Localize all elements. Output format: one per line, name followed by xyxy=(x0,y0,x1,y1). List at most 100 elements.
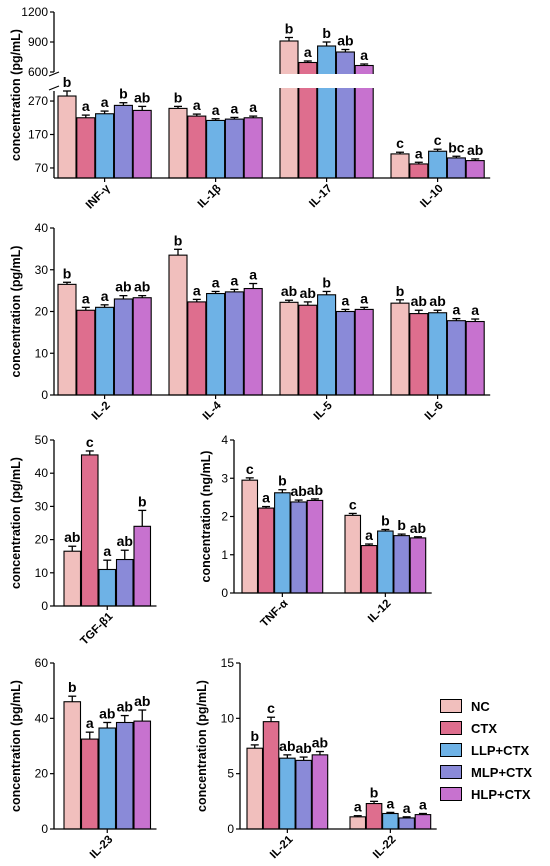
bar xyxy=(398,817,415,830)
significance-letter: bc xyxy=(448,139,465,155)
y-tick-label: 10 xyxy=(35,346,49,360)
significance-letter: c xyxy=(86,434,94,450)
y-tick-label: 15 xyxy=(221,656,235,670)
significance-letter: b xyxy=(278,473,287,489)
bar xyxy=(98,727,117,830)
y-tick-label: 20 xyxy=(35,767,49,781)
bar xyxy=(246,747,264,830)
legend-swatch xyxy=(440,743,462,757)
bar xyxy=(290,501,307,594)
bar xyxy=(262,721,280,830)
significance-letter: c xyxy=(434,132,442,148)
significance-letter: a xyxy=(365,527,373,543)
bar xyxy=(115,721,134,830)
bar xyxy=(317,294,337,396)
chart-panel xyxy=(50,662,157,833)
legend-item: HLP+CTX xyxy=(440,783,548,805)
y-axis-label: concentration (ng/mL) xyxy=(199,451,213,583)
legend-label: LLP+CTX xyxy=(471,742,530,758)
y-tick-label: 0 xyxy=(41,822,48,836)
legend-item: CTX xyxy=(440,717,548,739)
significance-letter: a xyxy=(86,715,94,731)
significance-letter: a xyxy=(231,100,239,116)
significance-letter: a xyxy=(354,799,362,815)
bar xyxy=(365,802,383,830)
y-tick-label: 0 xyxy=(221,586,228,600)
x-tick-label: TGF-β1 xyxy=(78,610,115,647)
legend-label: CTX xyxy=(471,720,497,736)
bar xyxy=(133,720,152,830)
legend-swatch xyxy=(440,765,462,779)
significance-letter: b xyxy=(250,728,259,744)
x-tick-label: IL-6 xyxy=(423,400,446,423)
legend-item: NC xyxy=(440,695,548,717)
bar xyxy=(115,558,134,607)
y-tick-label: 10 xyxy=(35,566,49,580)
significance-letter: b xyxy=(138,493,147,509)
significance-letter: a xyxy=(82,290,90,306)
significance-letter: ab xyxy=(281,283,297,299)
significance-letter: a xyxy=(101,94,109,110)
significance-letter: ab xyxy=(134,279,150,295)
significance-letter: ab xyxy=(117,699,133,715)
bar xyxy=(243,117,263,179)
x-tick-label: TNF-α xyxy=(258,598,290,630)
legend-swatch xyxy=(440,787,462,801)
bar xyxy=(279,301,299,396)
y-tick-label: 1 xyxy=(221,548,228,562)
y-tick-label: 40 xyxy=(35,711,49,725)
significance-letter: ab xyxy=(307,482,323,498)
bar xyxy=(409,537,427,594)
bar xyxy=(279,40,299,179)
bar xyxy=(465,320,485,396)
bar xyxy=(63,550,82,607)
x-tick-label: IL-2 xyxy=(90,400,113,423)
x-tick-label: IL-12 xyxy=(366,598,393,625)
significance-letter: a xyxy=(212,102,220,118)
significance-letter: ab xyxy=(312,735,328,751)
significance-letter: a xyxy=(419,797,427,813)
legend-label: HLP+CTX xyxy=(471,786,531,802)
bar xyxy=(465,160,485,179)
y-tick-label: 20 xyxy=(35,305,49,319)
significance-letter: b xyxy=(174,89,183,105)
y-tick-label: 3 xyxy=(221,471,228,485)
bar xyxy=(95,113,115,179)
legend-label: NC xyxy=(471,698,490,714)
y-axis-label: concentration (pg/mL) xyxy=(9,457,23,589)
bar xyxy=(295,759,312,830)
legend-swatch xyxy=(440,721,462,735)
x-tick-label: IL-4 xyxy=(201,399,224,422)
axis-break-mark xyxy=(48,71,60,77)
significance-letter: a xyxy=(471,302,479,318)
x-tick-label: IL-5 xyxy=(312,399,335,422)
bar xyxy=(306,499,324,594)
bar xyxy=(354,308,374,396)
significance-letter: ab xyxy=(467,142,483,158)
significance-letter: a xyxy=(231,272,239,288)
significance-letter: b xyxy=(285,21,294,37)
significance-letter: a xyxy=(386,795,394,811)
significance-letter: a xyxy=(262,490,270,506)
bar xyxy=(335,51,355,179)
bar xyxy=(390,153,410,179)
bar xyxy=(187,115,207,179)
significance-letter: b xyxy=(68,679,77,695)
significance-letter: b xyxy=(174,232,183,248)
axis-break-mark xyxy=(48,85,60,91)
significance-letter: a xyxy=(193,282,201,298)
bar xyxy=(257,507,275,594)
bar xyxy=(224,291,244,396)
bar xyxy=(168,107,188,179)
y-tick-label: 900 xyxy=(28,35,48,49)
significance-letter: c xyxy=(396,135,404,151)
bar xyxy=(113,298,133,396)
bar xyxy=(241,479,259,594)
bar xyxy=(344,514,362,594)
significance-letter: b xyxy=(370,784,379,800)
significance-letter: a xyxy=(212,274,220,290)
y-tick-label: 40 xyxy=(35,466,49,480)
y-tick-label: 270 xyxy=(28,94,48,108)
